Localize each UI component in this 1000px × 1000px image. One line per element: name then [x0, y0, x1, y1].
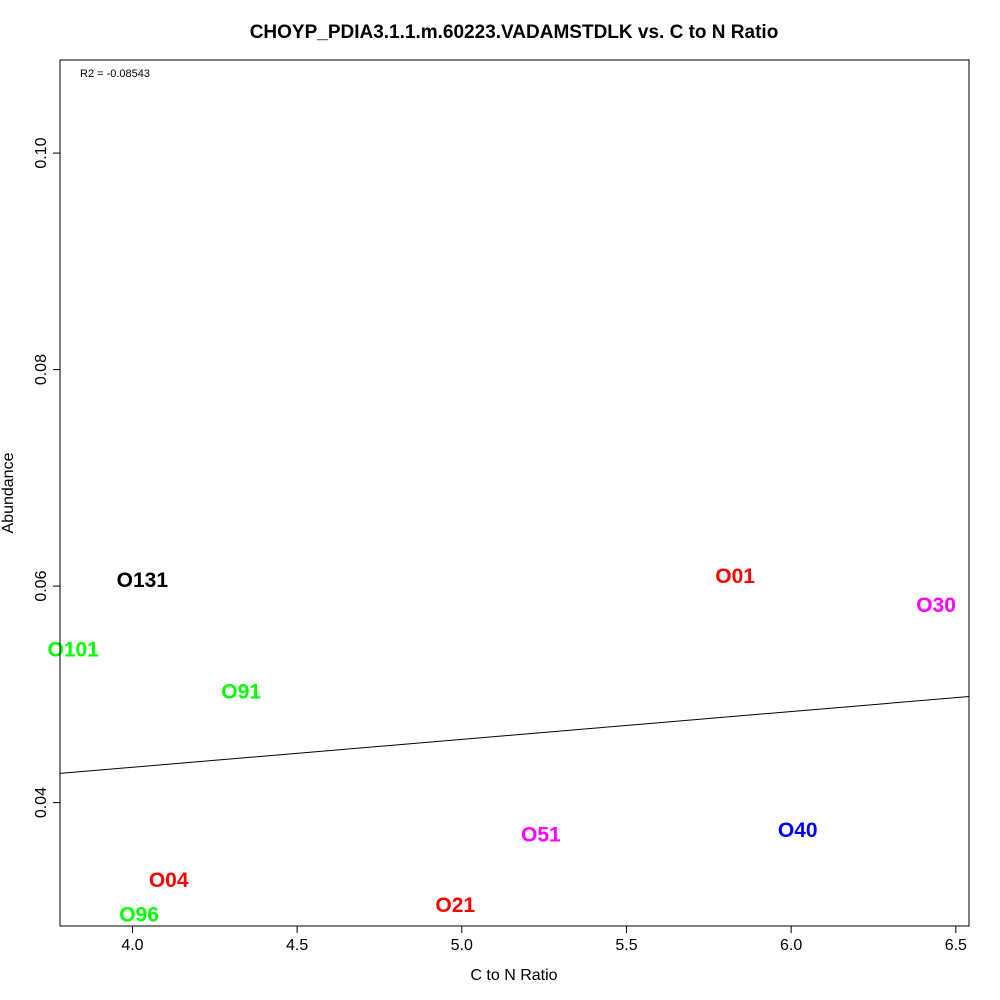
y-tick-label: 0.08 — [33, 354, 50, 385]
point-label: O91 — [221, 681, 261, 704]
chart-title: CHOYP_PDIA3.1.1.m.60223.VADAMSTDLK vs. C… — [250, 22, 779, 43]
y-axis-label: Abundance — [0, 452, 17, 533]
fit-line-group — [59, 696, 970, 774]
x-tick-label: 6.0 — [780, 937, 802, 954]
point-label: O21 — [435, 894, 475, 917]
x-axis: 4.0 4.5 5.0 5.5 6.0 6.5 — [121, 925, 967, 954]
x-tick-label: 4.5 — [286, 937, 308, 954]
point-label: O01 — [715, 565, 755, 588]
x-tick-label: 4.0 — [121, 937, 143, 954]
y-tick-label: 0.10 — [33, 137, 50, 168]
y-tick-label: 0.06 — [33, 570, 50, 601]
data-points: O131 O101 O91 O04 O96 O21 O51 O01 O40 O30 — [47, 565, 955, 927]
point-label: O04 — [149, 869, 189, 892]
y-tick-label: 0.04 — [33, 787, 50, 818]
r2-annotation: R2 = -0.08543 — [80, 68, 150, 80]
point-label: O30 — [916, 594, 956, 617]
x-tick-label: 5.0 — [451, 937, 473, 954]
point-label: O131 — [117, 569, 169, 592]
x-tick-label: 6.5 — [945, 937, 967, 954]
point-label: O51 — [521, 824, 561, 847]
plot-area — [59, 59, 970, 927]
x-axis-label: C to N Ratio — [470, 967, 557, 984]
point-label: O96 — [119, 904, 159, 927]
fit-line — [59, 696, 970, 774]
y-axis: 0.04 0.06 0.08 0.10 — [33, 137, 61, 818]
point-label: O101 — [47, 638, 99, 661]
x-tick-label: 5.5 — [615, 937, 637, 954]
point-label: O40 — [778, 819, 818, 842]
